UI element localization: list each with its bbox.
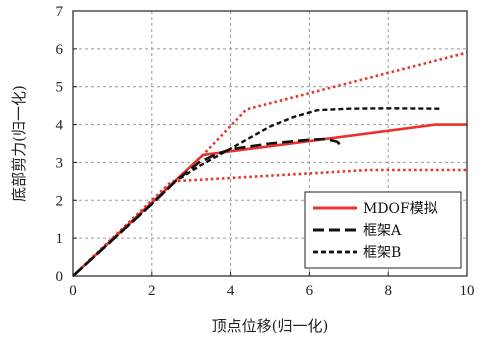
y-tick-label: 5 <box>56 80 64 96</box>
x-tick-label: 10 <box>460 283 475 299</box>
x-tick-label: 2 <box>148 283 156 299</box>
y-tick-label: 6 <box>56 42 64 58</box>
series-layer <box>72 51 468 277</box>
x-tick-label: 4 <box>227 283 235 299</box>
series-line-4 <box>72 137 344 277</box>
y-tick-label: 3 <box>56 155 64 171</box>
y-tick-label: 0 <box>56 269 64 285</box>
legend-label: 框架B <box>363 245 401 261</box>
y-axis-title: 底部剪力(归一化) <box>10 85 28 202</box>
series-line-5 <box>72 107 440 277</box>
y-tick-label: 2 <box>56 193 64 209</box>
y-tick-label: 4 <box>56 118 64 134</box>
series-line-3 <box>72 168 467 277</box>
x-tick-label: 0 <box>69 283 77 299</box>
plot-frame <box>72 10 468 277</box>
legend-label: MDOF模拟 <box>363 201 438 217</box>
legend-label: 框架A <box>363 223 402 239</box>
grid <box>73 11 467 276</box>
x-tick-label: 8 <box>384 283 392 299</box>
x-tick-label: 6 <box>306 283 314 299</box>
y-tick-label: 7 <box>56 4 64 20</box>
y-tick-label: 1 <box>56 231 64 247</box>
x-axis-title: 顶点位移(归一化) <box>212 317 329 335</box>
ticks: 0 2 4 6 8 10 0 1 2 3 4 5 6 7 <box>56 4 475 299</box>
